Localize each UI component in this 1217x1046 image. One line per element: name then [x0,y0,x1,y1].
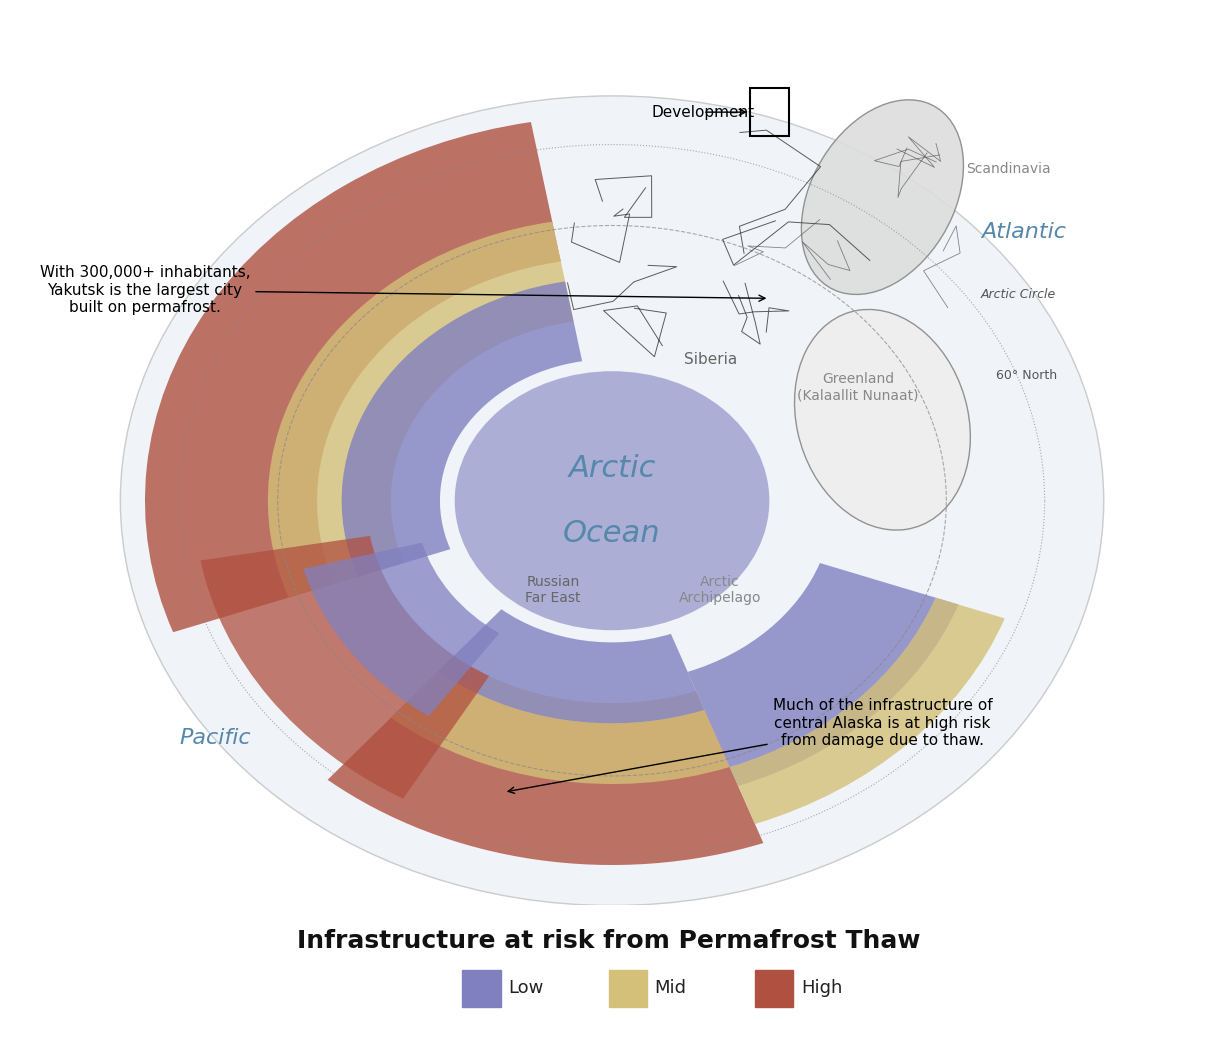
Text: Arctic Circle: Arctic Circle [981,289,1056,301]
Wedge shape [438,609,705,724]
Ellipse shape [801,99,964,295]
Text: Greenland
(Kalaallit Nunaat): Greenland (Kalaallit Nunaat) [797,372,919,403]
Text: Russian
Far East: Russian Far East [526,574,581,605]
Wedge shape [342,281,582,576]
Wedge shape [268,222,573,597]
Wedge shape [391,656,730,784]
Text: High: High [801,979,842,998]
Text: Ocean: Ocean [563,519,661,548]
Text: Mid: Mid [655,979,686,998]
Text: Development: Development [651,105,755,119]
Wedge shape [303,543,499,717]
Wedge shape [201,536,489,799]
Wedge shape [145,122,561,632]
Text: Infrastructure at risk from Permafrost Thaw: Infrastructure at risk from Permafrost T… [297,930,920,953]
Bar [750,88,789,136]
Text: Arctic: Arctic [568,454,656,483]
Text: Pacific: Pacific [179,728,251,748]
Ellipse shape [795,310,970,530]
Text: Atlantic: Atlantic [981,222,1066,242]
Text: Siberia: Siberia [684,351,738,366]
Wedge shape [327,672,763,865]
Text: 60° North: 60° North [996,369,1056,382]
Circle shape [120,96,1104,906]
Text: With 300,000+ inhabitants,
Yakutsk is the largest city
built on permafrost.: With 300,000+ inhabitants, Yakutsk is th… [40,266,765,315]
Text: Arctic
Archipelago: Arctic Archipelago [679,574,762,605]
Text: Much of the infrastructure of
central Alaska is at high risk
from damage due to : Much of the infrastructure of central Al… [509,699,992,793]
Wedge shape [688,563,959,786]
Text: Scandinavia: Scandinavia [966,162,1050,176]
Wedge shape [730,597,1005,824]
Circle shape [455,371,769,631]
Text: Low: Low [509,979,544,998]
